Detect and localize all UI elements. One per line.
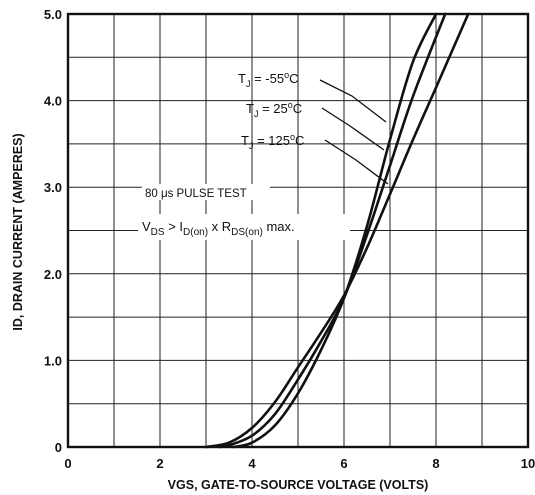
y-tick-label: 1.0	[44, 353, 62, 368]
curves	[204, 12, 470, 449]
series-label-minus55: TJ = -55oC	[238, 70, 387, 123]
svg-text:TJ = 25oC: TJ = 25oC	[246, 100, 302, 119]
series-line-2	[204, 12, 470, 449]
y-tick-label: 4.0	[44, 94, 62, 109]
y-tick-label: 0	[55, 440, 62, 455]
svg-text:TJ = -55oC: TJ = -55oC	[238, 70, 298, 89]
x-tick-labels: 0 2 4 6 8 10	[64, 456, 535, 471]
y-tick-label: 5.0	[44, 7, 62, 22]
x-tick-label: 4	[248, 456, 256, 471]
y-tick-label: 2.0	[44, 267, 62, 282]
svg-text:TJ = 125oC: TJ = 125oC	[241, 132, 304, 151]
vds-condition-text: VDS > ID(on) x RDS(on) max.	[142, 219, 295, 238]
y-tick-labels: 0 1.0 2.0 3.0 4.0 5.0	[44, 7, 62, 455]
x-tick-label: 6	[340, 456, 347, 471]
pulse-test-text: 80 μs PULSE TEST	[145, 188, 247, 200]
x-tick-label: 10	[521, 456, 535, 471]
x-tick-label: 2	[156, 456, 163, 471]
y-axis-title: ID, DRAIN CURRENT (AMPERES)	[11, 133, 25, 330]
series-label-125: TJ = 125oC	[241, 132, 389, 185]
x-tick-label: 8	[432, 456, 439, 471]
x-tick-label: 0	[64, 456, 71, 471]
series-label-25: TJ = 25oC	[246, 100, 385, 151]
series-line-1	[218, 12, 447, 449]
x-axis-title: VGS, GATE-TO-SOURCE VOLTAGE (VOLTS)	[168, 478, 429, 492]
label-tj: T	[238, 71, 246, 86]
y-tick-label: 3.0	[44, 180, 62, 195]
plot-frame	[66, 12, 530, 449]
test-condition-annotation: 80 μs PULSE TEST VDS > ID(on) x RDS(on) …	[138, 184, 350, 240]
